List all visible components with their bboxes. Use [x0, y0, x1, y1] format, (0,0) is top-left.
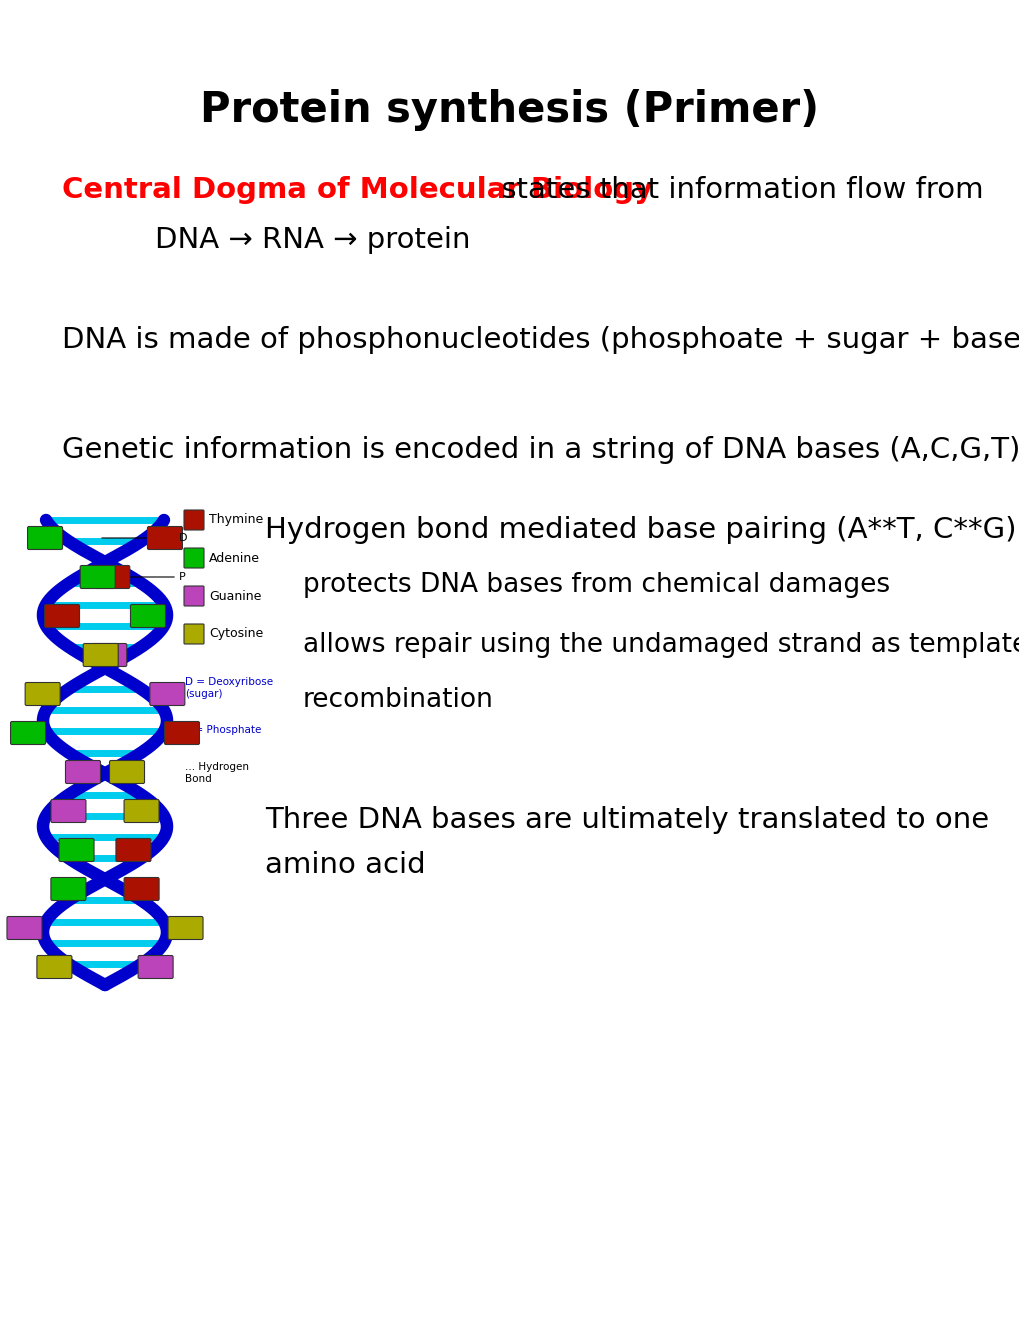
Text: Protein synthesis (Primer): Protein synthesis (Primer) — [201, 88, 818, 131]
Text: Guanine: Guanine — [209, 590, 261, 602]
FancyBboxPatch shape — [59, 838, 94, 862]
FancyBboxPatch shape — [109, 760, 145, 784]
FancyBboxPatch shape — [183, 510, 204, 531]
Text: Genetic information is encoded in a string of DNA bases (A,C,G,T): Genetic information is encoded in a stri… — [62, 436, 1019, 465]
FancyBboxPatch shape — [28, 527, 62, 549]
Text: recombination: recombination — [303, 686, 493, 713]
FancyBboxPatch shape — [130, 605, 165, 627]
FancyBboxPatch shape — [65, 760, 101, 784]
FancyBboxPatch shape — [168, 916, 203, 940]
Text: DNA is made of phosphonucleotides (phosphoate + sugar + base): DNA is made of phosphonucleotides (phosp… — [62, 326, 1019, 354]
FancyBboxPatch shape — [138, 956, 173, 978]
Text: P: P — [178, 572, 185, 582]
Text: ... Hydrogen
Bond: ... Hydrogen Bond — [184, 762, 249, 784]
Text: Thymine: Thymine — [209, 513, 263, 527]
FancyBboxPatch shape — [92, 644, 126, 667]
FancyBboxPatch shape — [95, 565, 129, 589]
FancyBboxPatch shape — [10, 722, 46, 744]
FancyBboxPatch shape — [124, 800, 159, 822]
FancyBboxPatch shape — [124, 878, 159, 900]
FancyBboxPatch shape — [183, 586, 204, 606]
FancyBboxPatch shape — [51, 800, 86, 822]
Text: states that information flow from: states that information flow from — [491, 176, 982, 205]
FancyBboxPatch shape — [150, 682, 184, 705]
FancyBboxPatch shape — [45, 605, 79, 627]
FancyBboxPatch shape — [164, 722, 200, 744]
Text: Adenine: Adenine — [209, 552, 260, 565]
Text: DNA → RNA → protein: DNA → RNA → protein — [155, 226, 470, 253]
Text: Central Dogma of Molecular Biology: Central Dogma of Molecular Biology — [62, 176, 652, 205]
FancyBboxPatch shape — [183, 624, 204, 644]
Text: P = Phosphate: P = Phosphate — [184, 725, 261, 735]
FancyBboxPatch shape — [37, 956, 71, 978]
FancyBboxPatch shape — [84, 644, 118, 667]
FancyBboxPatch shape — [148, 527, 182, 549]
FancyBboxPatch shape — [116, 838, 151, 862]
Text: D: D — [178, 533, 187, 543]
Text: protects DNA bases from chemical damages: protects DNA bases from chemical damages — [303, 572, 890, 598]
Text: D = Deoxyribose
(sugar): D = Deoxyribose (sugar) — [184, 677, 273, 700]
Text: amino acid: amino acid — [265, 851, 425, 879]
FancyBboxPatch shape — [7, 916, 42, 940]
FancyBboxPatch shape — [51, 878, 86, 900]
Text: Hydrogen bond mediated base pairing (A**T, C**G): Hydrogen bond mediated base pairing (A**… — [265, 516, 1016, 544]
Text: Three DNA bases are ultimately translated to one: Three DNA bases are ultimately translate… — [265, 807, 988, 834]
FancyBboxPatch shape — [25, 682, 60, 705]
FancyBboxPatch shape — [81, 565, 115, 589]
Text: allows repair using the undamaged strand as template: allows repair using the undamaged strand… — [303, 632, 1019, 657]
Text: Cytosine: Cytosine — [209, 627, 263, 640]
FancyBboxPatch shape — [183, 548, 204, 568]
